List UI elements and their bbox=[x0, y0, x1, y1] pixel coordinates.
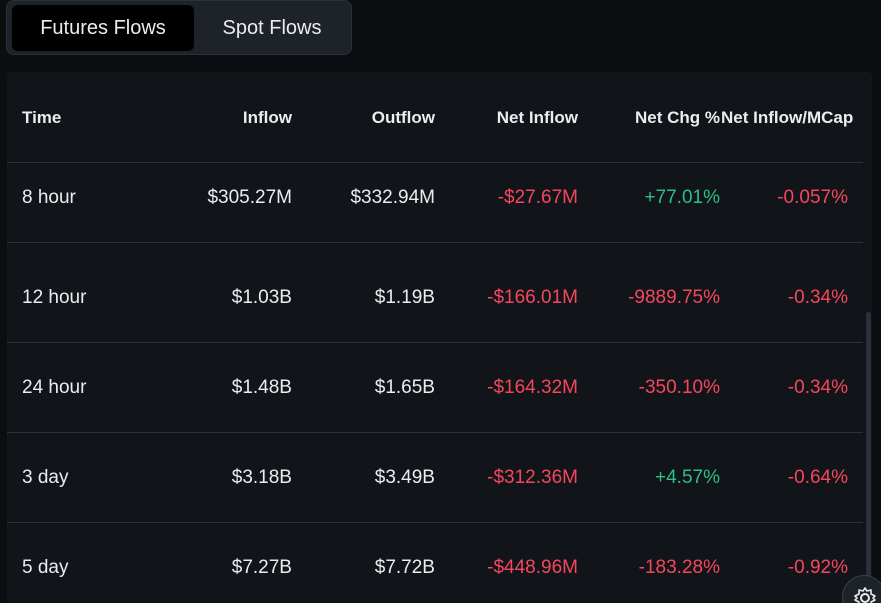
cell-time: 5 day bbox=[22, 557, 69, 578]
cell-net-inflow: -$312.36M bbox=[487, 467, 578, 488]
flows-table: Time Inflow Outflow Net Inflow Net Chg %… bbox=[7, 72, 872, 603]
cell-net-inflow-mcap: -0.64% bbox=[787, 467, 848, 488]
cell-time: 12 hour bbox=[22, 287, 87, 308]
column-header-outflow: Outflow bbox=[371, 108, 435, 127]
cell-outflow: $1.65B bbox=[374, 377, 435, 398]
cell-net-inflow-mcap: -0.057% bbox=[777, 187, 848, 208]
column-header-time: Time bbox=[22, 108, 62, 127]
cell-net-chg: +77.01% bbox=[644, 187, 720, 208]
cell-net-chg: -350.10% bbox=[638, 377, 720, 398]
cell-time: 8 hour bbox=[22, 187, 76, 208]
table-row: 8 hour $305.27M $332.94M -$27.67M +77.01% -0.… bbox=[7, 163, 863, 243]
cell-inflow: $1.03B bbox=[231, 287, 292, 308]
cell-net-chg: +4.57% bbox=[655, 467, 720, 488]
cell-net-chg: -9889.75% bbox=[628, 287, 720, 308]
cell-inflow: $1.48B bbox=[231, 377, 292, 398]
cell-time: 24 hour bbox=[22, 377, 87, 398]
column-header-net-inflow: Net Inflow bbox=[496, 108, 578, 127]
cell-net-inflow: -$448.96M bbox=[487, 557, 578, 578]
settings-button[interactable] bbox=[842, 575, 881, 603]
cell-inflow: $3.18B bbox=[231, 467, 292, 488]
cell-outflow: $7.72B bbox=[374, 557, 435, 578]
settings-gear-icon bbox=[854, 587, 876, 603]
scrollbar[interactable] bbox=[866, 312, 871, 592]
table-row: 3 day $3.18B $3.49B -$312.36M +4.57% -0.64% bbox=[7, 433, 863, 523]
cell-inflow: $305.27M bbox=[207, 187, 292, 208]
column-header-net-chg: Net Chg % bbox=[635, 108, 720, 127]
cell-net-chg: -183.28% bbox=[638, 557, 720, 578]
cell-net-inflow-mcap: -0.92% bbox=[787, 557, 848, 578]
table-header: Time Inflow Outflow Net Inflow Net Chg %… bbox=[7, 72, 863, 163]
tab-spot-flows[interactable]: Spot Flows bbox=[222, 17, 322, 39]
flow-tabs: Futures Flows Spot Flows bbox=[6, 0, 352, 55]
cell-outflow: $1.19B bbox=[374, 287, 435, 308]
cell-net-inflow-mcap: -0.34% bbox=[787, 377, 848, 398]
column-header-inflow: Inflow bbox=[242, 108, 292, 127]
tab-futures-flows[interactable]: Futures Flows bbox=[12, 5, 194, 51]
table-row: 5 day $7.27B $7.72B -$448.96M -183.28% -0.92% bbox=[7, 523, 863, 603]
cell-net-inflow-mcap: -0.34% bbox=[787, 287, 848, 308]
cell-net-inflow: -$164.32M bbox=[487, 377, 578, 398]
cell-net-inflow: -$166.01M bbox=[487, 287, 578, 308]
cell-outflow: $3.49B bbox=[374, 467, 435, 488]
column-header-net-inflow-mcap: Net Inflow/MCap bbox=[721, 108, 854, 127]
cell-time: 3 day bbox=[22, 467, 69, 488]
table-row: 12 hour $1.03B $1.19B -$166.01M -9889.75% -0.… bbox=[7, 253, 863, 343]
table-row: 24 hour $1.48B $1.65B -$164.32M -350.10% -0.3… bbox=[7, 343, 863, 433]
cell-outflow: $332.94M bbox=[350, 187, 435, 208]
cell-net-inflow: -$27.67M bbox=[497, 187, 578, 208]
cell-inflow: $7.27B bbox=[231, 557, 292, 578]
